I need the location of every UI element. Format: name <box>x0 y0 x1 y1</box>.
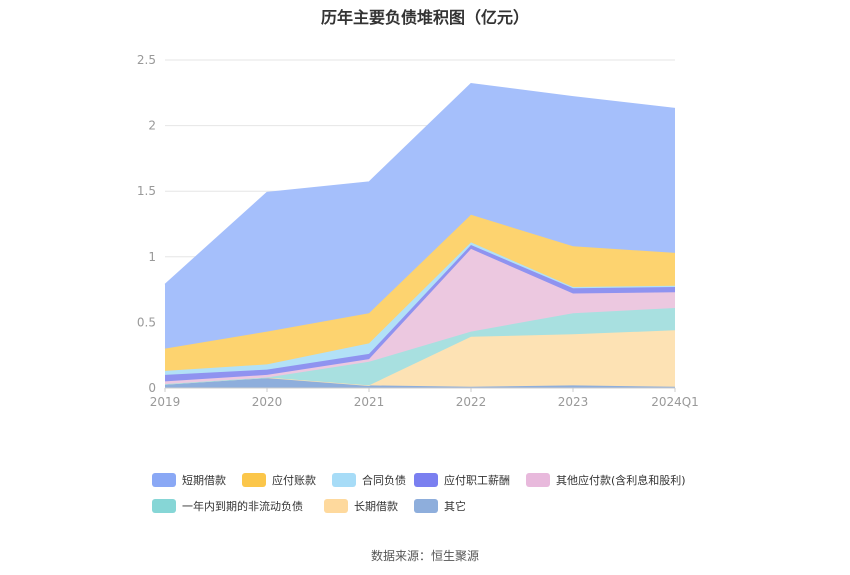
legend-label: 其他应付款(含利息和股利) <box>556 474 686 487</box>
axes: 0 0.5 1 1.5 2 2.5 2019 2020 2021 2022 2023 2024Q1 <box>137 53 699 409</box>
legend-label: 短期借款 <box>182 474 226 487</box>
legend-swatch <box>332 473 356 487</box>
legend-label: 合同负债 <box>362 474 406 487</box>
y-tick-label: 1.5 <box>137 184 156 198</box>
legend-item[interactable]: 其它 <box>414 498 466 514</box>
y-tick-label: 2 <box>148 119 156 133</box>
legend-label: 应付职工薪酬 <box>444 474 510 487</box>
legend-item[interactable]: 应付账款 <box>242 472 316 488</box>
area-series-1 <box>165 330 675 387</box>
area-series-7 <box>165 83 675 349</box>
legend-item[interactable]: 一年内到期的非流动负债 <box>152 498 303 514</box>
legend-item[interactable]: 短期借款 <box>152 472 226 488</box>
y-tick-label: 1 <box>148 250 156 264</box>
legend-swatch <box>526 473 550 487</box>
legend-label: 应付账款 <box>272 474 316 487</box>
y-tick-label: 0.5 <box>137 315 156 329</box>
legend-label: 长期借款 <box>354 500 398 513</box>
y-tick-label: 0 <box>148 381 156 395</box>
legend-item[interactable]: 其他应付款(含利息和股利) <box>526 472 686 488</box>
y-tick-label: 2.5 <box>137 53 156 67</box>
legend-item[interactable]: 合同负债 <box>332 472 406 488</box>
chart-title: 历年主要负债堆积图（亿元） <box>320 8 529 27</box>
x-tick-label: 2020 <box>252 395 283 409</box>
legend-item[interactable]: 应付职工薪酬 <box>414 472 510 488</box>
x-tick-label: 2024Q1 <box>651 395 699 409</box>
legend-swatch <box>414 473 438 487</box>
area-series-edge-7 <box>164 82 676 285</box>
legend-label: 其它 <box>444 500 466 513</box>
legend-swatch <box>242 473 266 487</box>
area-series-6 <box>165 214 675 371</box>
legend-swatch <box>324 499 348 513</box>
legend-label: 一年内到期的非流动负债 <box>182 500 303 513</box>
legend-swatch <box>152 473 176 487</box>
data-source: 数据来源：恒生聚源 <box>370 549 479 563</box>
legend-swatch <box>152 499 176 513</box>
x-tick-label: 2021 <box>354 395 385 409</box>
x-tick-label: 2023 <box>558 395 589 409</box>
legend-swatch <box>414 499 438 513</box>
area-series-4 <box>165 245 675 382</box>
x-tick-label: 2019 <box>150 395 181 409</box>
legend-item[interactable]: 长期借款 <box>324 498 398 514</box>
area-series-layer <box>164 82 676 388</box>
x-tick-label: 2022 <box>456 395 487 409</box>
area-series-0 <box>165 377 675 388</box>
